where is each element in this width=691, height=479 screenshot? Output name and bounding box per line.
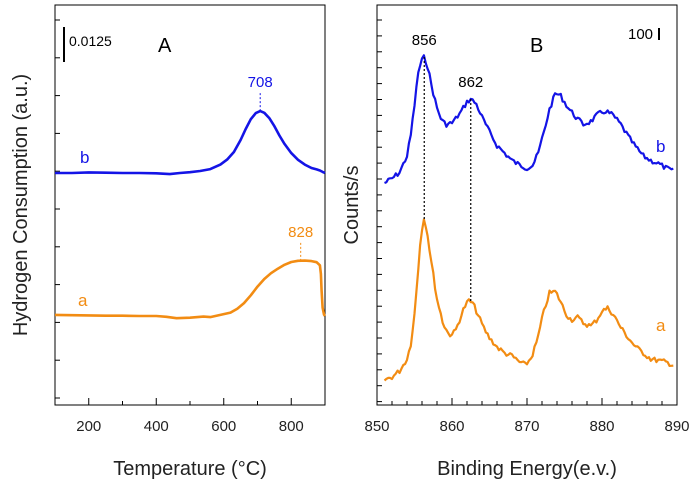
panel-b: 850 860 870 880 890 b a 856 862 B 100 Binding E… — [341, 4, 690, 479]
panel-b-series-b-line — [384, 54, 674, 185]
panel-b-x-tick-label: 850 — [364, 418, 389, 435]
panel-a-series-a-label: a — [78, 291, 88, 310]
panel-b-scale-bar-label: 100 — [628, 26, 653, 43]
panel-b-y-axis-label: Counts/s — [341, 166, 363, 245]
panel-b-plot-frame — [376, 4, 678, 406]
panel-b-x-tick-label: 890 — [664, 418, 689, 435]
panel-a-x-tick-label: 200 — [76, 418, 101, 435]
panel-a-series-b-peak-label: 708 — [248, 74, 273, 91]
panel-a-series-b-line — [55, 109, 326, 176]
panel-b-label: B — [530, 35, 543, 57]
panel-b-series-a-line — [383, 218, 674, 382]
panel-a-x-tick-label: 600 — [211, 418, 236, 435]
panel-b-ticks: 850 860 870 880 890 — [364, 19, 690, 435]
panel-a-y-axis-label: Hydrogen Consumption (a.u.) — [10, 74, 32, 336]
panel-b-series-b-label: b — [656, 137, 665, 156]
panel-b-x-axis-label: Binding Energy(e.v.) — [437, 458, 617, 479]
panel-a-series-b-label: b — [80, 148, 89, 167]
panel-a: 200 400 600 800 b 708 a 828 0.0125 A Temperatu… — [10, 4, 327, 479]
panel-a-x-axis-label: Temperature (°C) — [113, 458, 267, 479]
panel-b-x-tick-label: 860 — [439, 418, 464, 435]
panel-a-x-tick-label: 800 — [279, 418, 304, 435]
panel-b-x-tick-label: 880 — [589, 418, 614, 435]
panel-a-ticks: 200 400 600 800 — [54, 19, 326, 435]
panel-a-x-tick-label: 400 — [144, 418, 169, 435]
panel-a-label: A — [158, 35, 172, 57]
panel-a-curves — [54, 109, 327, 320]
panel-b-peak-label: 862 — [458, 74, 483, 91]
panel-a-scale-bar-label: 0.0125 — [69, 33, 112, 49]
panel-b-series-a-label: a — [656, 316, 666, 335]
panel-a-plot-frame — [54, 4, 326, 406]
panel-b-x-tick-label: 870 — [514, 418, 539, 435]
panel-b-peak-label: 856 — [412, 32, 437, 49]
panel-a-series-a-line — [54, 259, 327, 320]
panel-a-annotations: b 708 a 828 — [78, 74, 313, 310]
panel-a-series-a-peak-label: 828 — [288, 224, 313, 241]
panel-b-annotations: b a 856 862 — [412, 32, 666, 335]
panel-b-curves — [383, 54, 674, 382]
